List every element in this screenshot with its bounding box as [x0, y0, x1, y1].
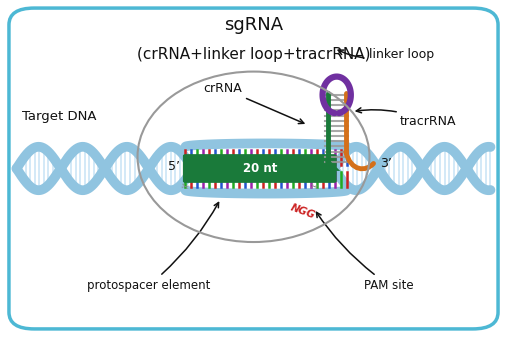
Text: ✂: ✂: [309, 181, 319, 193]
Text: PAM site: PAM site: [316, 212, 414, 292]
Text: ✂: ✂: [180, 181, 191, 193]
FancyBboxPatch shape: [183, 154, 337, 183]
Text: 20 nt: 20 nt: [243, 162, 277, 175]
Text: NGG: NGG: [289, 203, 317, 221]
Text: 3’: 3’: [380, 157, 392, 170]
Text: crRNA: crRNA: [203, 82, 304, 124]
Text: tracrRNA: tracrRNA: [356, 108, 456, 128]
Text: sgRNA: sgRNA: [224, 16, 283, 34]
Text: Target DNA: Target DNA: [22, 110, 96, 123]
Text: protospacer element: protospacer element: [87, 203, 219, 292]
Text: 5’: 5’: [168, 160, 180, 173]
Text: linker loop: linker loop: [338, 48, 434, 61]
FancyBboxPatch shape: [9, 8, 498, 329]
Text: (crRNA+linker loop+tracrRNA): (crRNA+linker loop+tracrRNA): [137, 48, 370, 62]
